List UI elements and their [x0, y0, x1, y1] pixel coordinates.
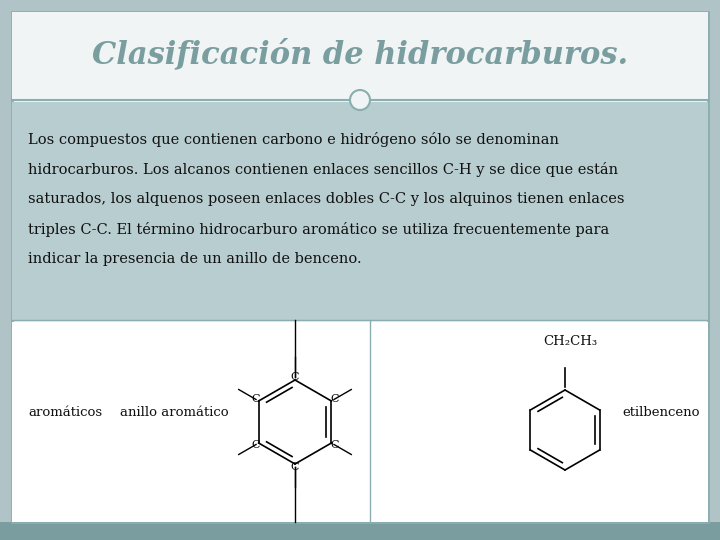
- FancyBboxPatch shape: [12, 12, 708, 100]
- Text: aromáticos: aromáticos: [28, 406, 102, 419]
- Text: saturados, los alquenos poseen enlaces dobles C-C y los alquinos tienen enlaces: saturados, los alquenos poseen enlaces d…: [28, 192, 624, 206]
- Text: C: C: [330, 440, 339, 450]
- FancyBboxPatch shape: [12, 12, 708, 522]
- Circle shape: [350, 90, 370, 110]
- FancyBboxPatch shape: [12, 102, 708, 320]
- Text: hidrocarburos. Los alcanos contienen enlaces sencillos C-H y se dice que están: hidrocarburos. Los alcanos contienen enl…: [28, 162, 618, 177]
- FancyBboxPatch shape: [0, 522, 720, 540]
- Text: Los compuestos que contienen carbono e hidrógeno sólo se denominan: Los compuestos que contienen carbono e h…: [28, 132, 559, 147]
- Text: etilbenceno: etilbenceno: [623, 406, 700, 419]
- Text: Clasificación de hidrocarburos.: Clasificación de hidrocarburos.: [92, 38, 628, 70]
- FancyBboxPatch shape: [12, 322, 708, 522]
- Text: indicar la presencia de un anillo de benceno.: indicar la presencia de un anillo de ben…: [28, 252, 361, 266]
- Text: C: C: [291, 372, 300, 381]
- Text: triples C-C. El término hidrocarburo aromático se utiliza frecuentemente para: triples C-C. El término hidrocarburo aro…: [28, 222, 609, 237]
- Text: C: C: [251, 394, 259, 404]
- Text: C: C: [291, 462, 300, 472]
- Text: C: C: [251, 440, 259, 450]
- Text: C: C: [330, 394, 339, 404]
- Text: CH₂CH₃: CH₂CH₃: [543, 335, 597, 348]
- Text: anillo aromático: anillo aromático: [120, 406, 229, 419]
